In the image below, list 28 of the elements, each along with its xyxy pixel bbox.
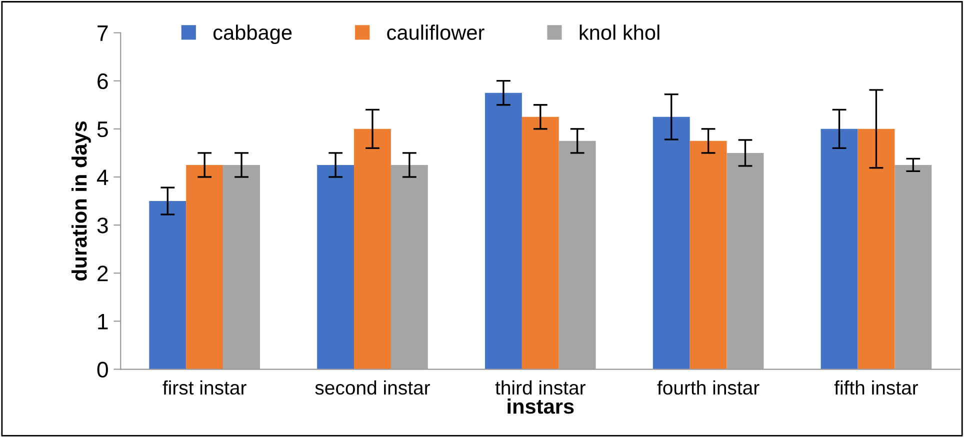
x-axis-title: instars bbox=[508, 398, 574, 414]
y-tick-label: 0 bbox=[97, 362, 108, 378]
y-tick-label: 5 bbox=[97, 122, 108, 138]
x-tick-label: first instar bbox=[162, 380, 246, 395]
x-tick-label: second instar bbox=[315, 380, 430, 395]
bar bbox=[149, 201, 186, 370]
y-tick-label: 1 bbox=[98, 314, 108, 330]
y-tick-label: 4 bbox=[96, 170, 108, 186]
legend-label: knol khol bbox=[580, 24, 660, 40]
bar bbox=[652, 116, 690, 370]
x-tick-label: third instar bbox=[495, 380, 586, 395]
bar bbox=[484, 92, 522, 370]
y-tick-label: 6 bbox=[98, 73, 108, 90]
x-tick-label: fifth instar bbox=[834, 380, 918, 395]
y-tick-label: 7 bbox=[98, 26, 108, 41]
legend-label: cabbage bbox=[213, 24, 292, 44]
bar bbox=[522, 116, 559, 370]
bar bbox=[317, 164, 354, 370]
bar bbox=[690, 140, 727, 370]
y-tick-label: 3 bbox=[97, 218, 108, 234]
bar bbox=[354, 128, 391, 370]
bar bbox=[820, 128, 858, 370]
x-tick-label: fourth instar bbox=[657, 380, 760, 395]
legend-label: cauliflower bbox=[387, 24, 484, 40]
bar bbox=[858, 128, 895, 370]
y-tick-label: 2 bbox=[98, 266, 108, 282]
bar bbox=[186, 164, 224, 370]
y-axis-title: duration in days bbox=[71, 121, 91, 281]
